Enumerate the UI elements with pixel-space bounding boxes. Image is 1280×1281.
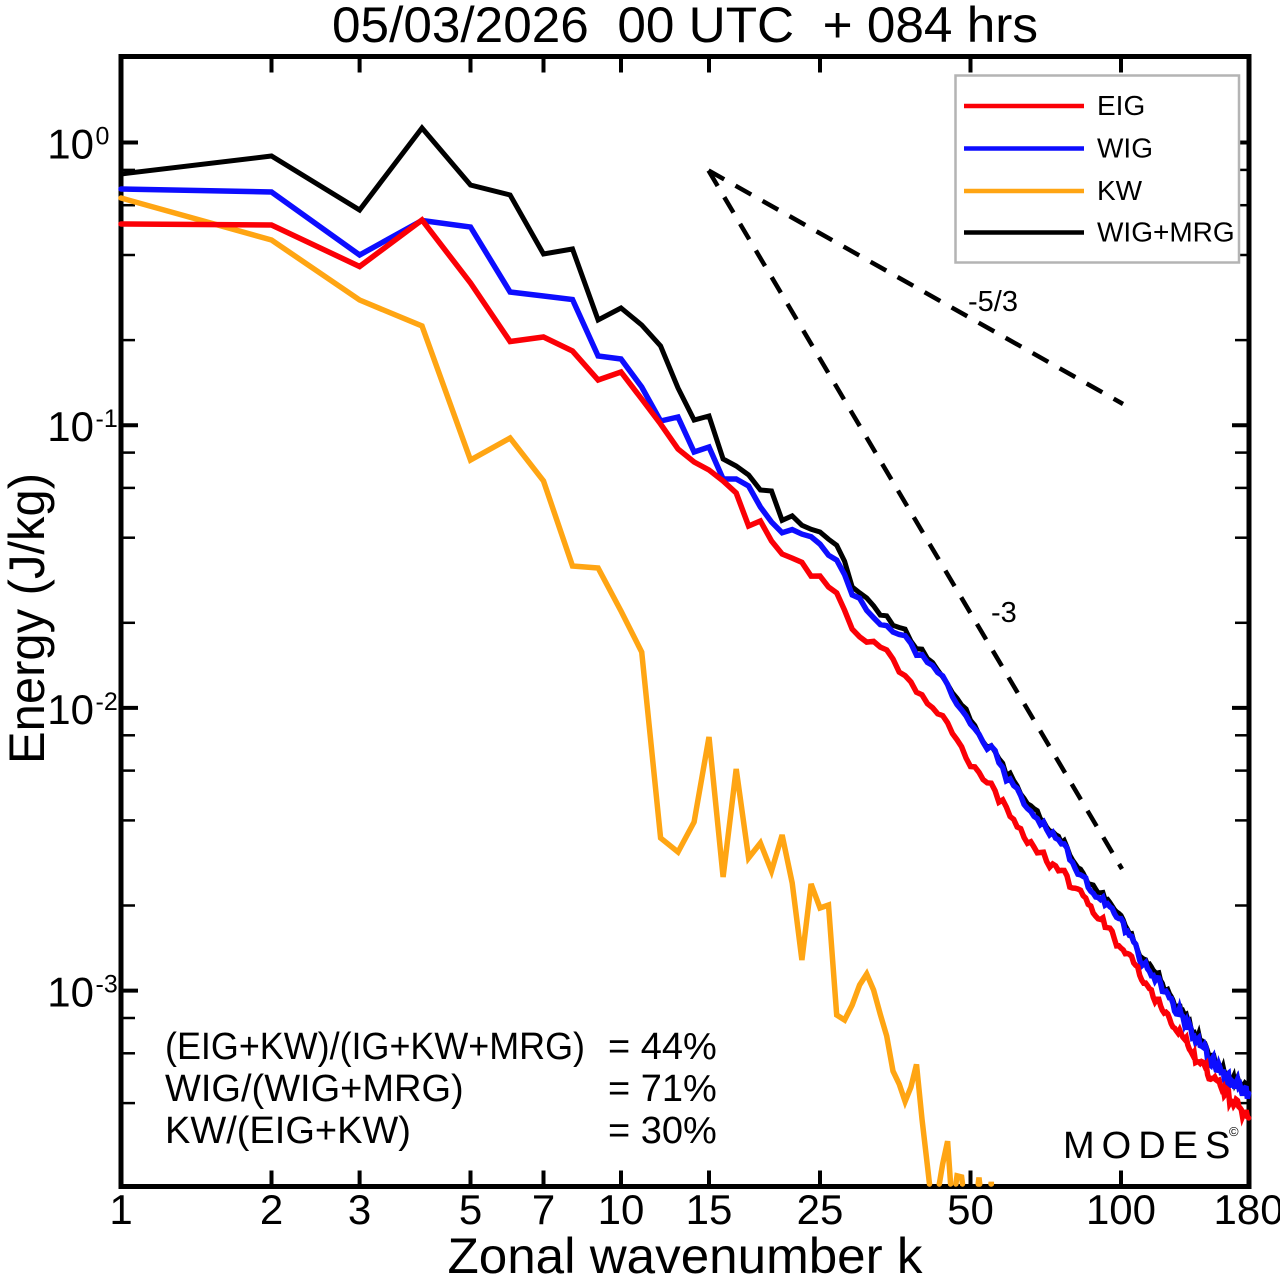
svg-text:WIG+MRG: WIG+MRG [1097,217,1235,248]
svg-text:0: 0 [96,123,110,151]
svg-text:5: 5 [459,1186,482,1233]
svg-text:10: 10 [47,121,94,168]
svg-text:(EIG+KW)/(IG+KW+MRG): (EIG+KW)/(IG+KW+MRG) [165,1026,585,1068]
svg-text:15: 15 [686,1186,733,1233]
svg-text:EIG: EIG [1097,90,1145,121]
svg-text:WIG/(WIG+MRG): WIG/(WIG+MRG) [165,1068,464,1110]
svg-text:-3: -3 [991,597,1017,629]
svg-text:10: 10 [47,969,94,1016]
svg-text:-3: -3 [96,971,118,999]
svg-text:100: 100 [1086,1186,1156,1233]
svg-text:1: 1 [109,1186,132,1233]
svg-text:10: 10 [47,686,94,733]
svg-text:10: 10 [47,403,94,450]
svg-text:WIG: WIG [1097,133,1153,164]
svg-text:MODES: MODES [1063,1125,1237,1167]
svg-text:25: 25 [797,1186,844,1233]
svg-text:= 44%: = 44% [608,1026,717,1068]
svg-text:KW/(EIG+KW): KW/(EIG+KW) [165,1110,411,1152]
svg-text:2: 2 [260,1186,283,1233]
svg-text:50: 50 [947,1186,994,1233]
svg-text:KW: KW [1097,175,1143,206]
svg-text:-5/3: -5/3 [968,286,1018,318]
svg-text:7: 7 [532,1186,555,1233]
svg-text:Zonal wavenumber k: Zonal wavenumber k [448,1228,924,1281]
svg-text:3: 3 [348,1186,371,1233]
svg-text:= 71%: = 71% [608,1068,717,1110]
svg-text:-2: -2 [96,688,118,716]
svg-text:-1: -1 [96,405,118,433]
svg-text:05/03/2026 00 UTC + 084 hrs: 05/03/2026 00 UTC + 084 hrs [332,0,1038,53]
svg-text:©: © [1229,1124,1239,1139]
svg-text:Energy (J/kg): Energy (J/kg) [0,473,55,764]
svg-text:10: 10 [598,1186,645,1233]
svg-text:= 30%: = 30% [608,1110,717,1152]
svg-text:180: 180 [1214,1186,1280,1233]
